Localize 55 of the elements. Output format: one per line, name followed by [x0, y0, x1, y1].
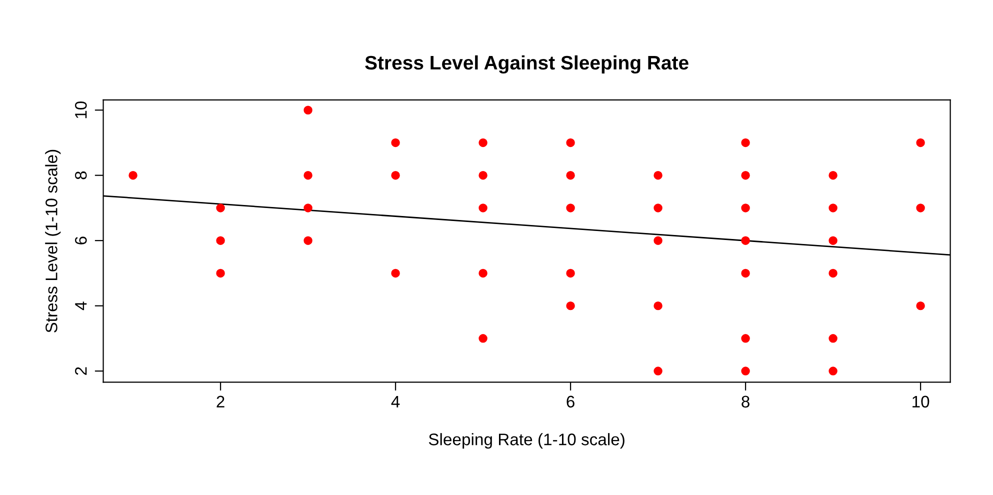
point [478, 170, 488, 180]
point [304, 106, 312, 114]
point [391, 138, 400, 148]
point [478, 204, 488, 212]
point [741, 334, 750, 343]
x-tick-label: 4 [391, 396, 400, 408]
point [566, 301, 575, 310]
point [916, 138, 925, 148]
point [478, 138, 488, 148]
point [566, 268, 575, 278]
y-tick-label: 10 [74, 101, 87, 118]
point [478, 268, 488, 278]
point [828, 170, 838, 180]
point [304, 170, 312, 180]
point [828, 366, 838, 376]
y-axis-title: Stress Level (1-10 scale) [45, 150, 61, 332]
point [916, 301, 925, 310]
point [916, 204, 925, 212]
y-tick-label: 4 [75, 302, 87, 310]
point [304, 204, 312, 212]
point [741, 170, 750, 180]
point [478, 334, 488, 343]
point [741, 366, 750, 376]
point [128, 170, 138, 180]
point [828, 268, 838, 278]
point [216, 204, 225, 212]
point [828, 204, 838, 212]
point [741, 236, 750, 245]
point [566, 138, 575, 148]
chart-title: Stress Level Against Sleeping Rate [365, 55, 688, 74]
y-tick-label: 8 [74, 171, 87, 180]
point [654, 366, 662, 376]
y-tick-label: 6 [74, 236, 87, 244]
point [566, 204, 575, 212]
point [741, 138, 750, 148]
x-tick-label: 2 [216, 396, 224, 408]
point [216, 236, 225, 245]
x-tick-label: 10 [912, 396, 930, 408]
point [654, 170, 662, 180]
point [654, 301, 662, 310]
point [566, 170, 575, 180]
point [391, 268, 400, 278]
point [828, 236, 838, 245]
point [304, 236, 312, 245]
point [828, 334, 838, 343]
point [741, 204, 750, 212]
x-tick-label: 6 [566, 396, 574, 408]
x-axis-title: Sleeping Rate (1-10 scale) [428, 433, 624, 449]
point [741, 268, 750, 278]
point [216, 268, 225, 278]
x-tick-label: 8 [742, 396, 750, 408]
point [654, 204, 662, 212]
point [654, 236, 662, 245]
point [391, 170, 400, 180]
y-tick-label: 2 [74, 367, 87, 375]
